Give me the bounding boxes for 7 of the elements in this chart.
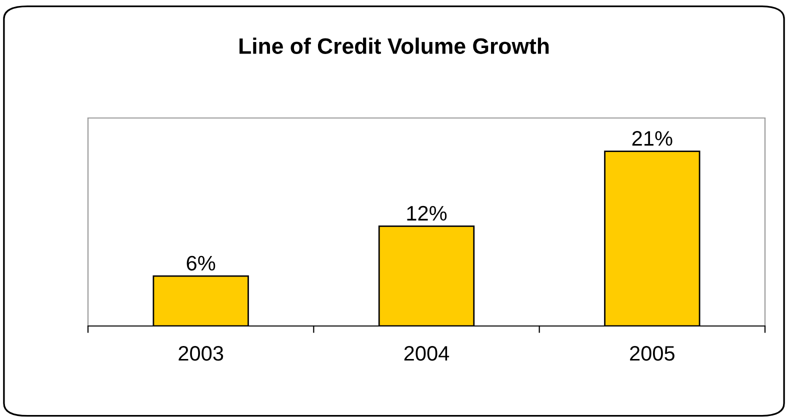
data-label: 21%: [632, 131, 672, 146]
x-tick-label: 2003: [178, 346, 224, 361]
x-tick-label: 2004: [404, 346, 450, 361]
x-tick-label: 2005: [630, 346, 674, 361]
chart-title: Line of Credit Volume Growth: [240, 38, 549, 54]
data-label: 12%: [407, 206, 447, 221]
data-label: 6%: [186, 256, 216, 271]
